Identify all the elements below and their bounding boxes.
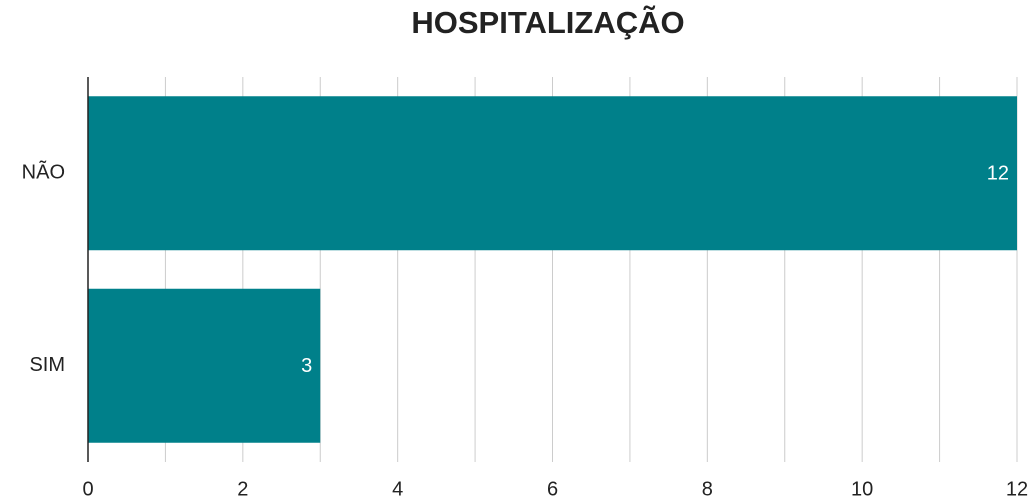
y-tick-label: SIM xyxy=(29,354,65,376)
data-label: 3 xyxy=(301,355,312,377)
x-tick-label: 2 xyxy=(237,478,248,500)
x-tick-label: 6 xyxy=(547,478,558,500)
y-tick-label: NÃO xyxy=(22,160,65,184)
bar xyxy=(88,288,321,443)
bar xyxy=(88,96,1017,251)
x-tick-label: 0 xyxy=(82,478,93,500)
x-tick-label: 10 xyxy=(851,478,873,500)
data-label: 12 xyxy=(987,163,1009,185)
x-tick-label: 8 xyxy=(702,478,713,500)
x-tick-label: 12 xyxy=(1006,478,1028,500)
x-tick-label: 4 xyxy=(392,478,403,500)
chart-title: HOSPITALIZAÇÃO xyxy=(411,5,684,40)
